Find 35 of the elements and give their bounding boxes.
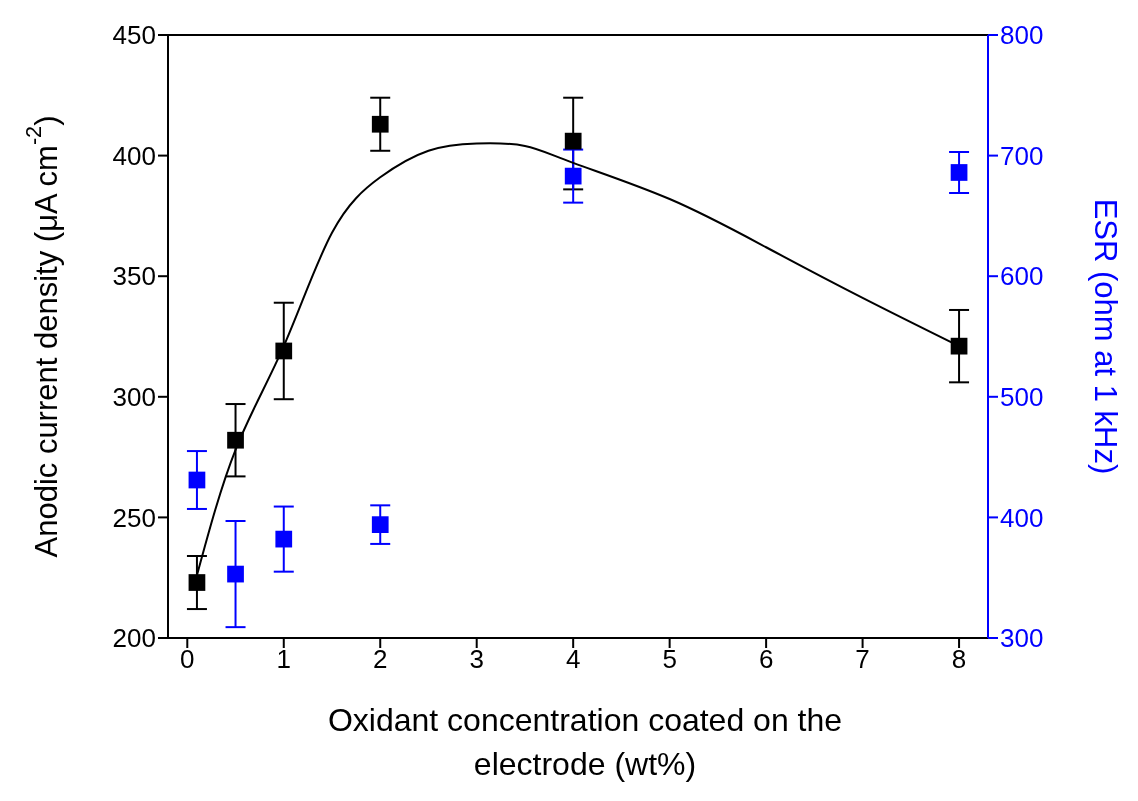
point: [227, 565, 244, 583]
point: [371, 115, 389, 133]
y2-tick-label: 800: [1000, 20, 1044, 51]
x-tick-label: 7: [855, 644, 870, 675]
y-tick-label: 200: [112, 623, 156, 654]
point: [950, 164, 968, 181]
x-tick-label: 8: [951, 644, 967, 675]
y-tick-label: 450: [112, 20, 156, 51]
x-tick-label: 6: [758, 644, 774, 675]
point: [275, 530, 293, 548]
x-tick-label: 5: [662, 644, 677, 675]
y2-tick-label: 700: [1000, 140, 1044, 171]
x-tick-label: 4: [565, 644, 581, 675]
point: [227, 431, 244, 449]
y-tick-label: 300: [112, 382, 156, 413]
x-tick-label: 1: [276, 644, 291, 675]
y2-tick-label: 300: [1000, 623, 1044, 654]
y-tick-label: 250: [112, 502, 156, 533]
y-tick-label: 350: [112, 261, 156, 292]
x-tick-label: 0: [180, 644, 195, 675]
point: [371, 516, 389, 533]
point: [188, 471, 206, 489]
x-tick-label: 3: [469, 644, 484, 675]
y-tick-label: 400: [112, 140, 156, 171]
y2-axis-title: ESR (ohm at 1 kHz): [1088, 198, 1124, 475]
y2-tick-label: 500: [1000, 382, 1044, 413]
y2-tick-label: 600: [1000, 261, 1044, 292]
x-tick-label: 2: [373, 644, 388, 675]
y2-tick-label: 400: [1000, 502, 1044, 533]
x-axis-title: Oxidant concentration coated on the electrode (wt%): [326, 701, 844, 784]
point: [275, 342, 293, 360]
point: [564, 167, 582, 185]
point: [950, 337, 968, 355]
point: [564, 132, 582, 150]
point: [188, 574, 206, 591]
